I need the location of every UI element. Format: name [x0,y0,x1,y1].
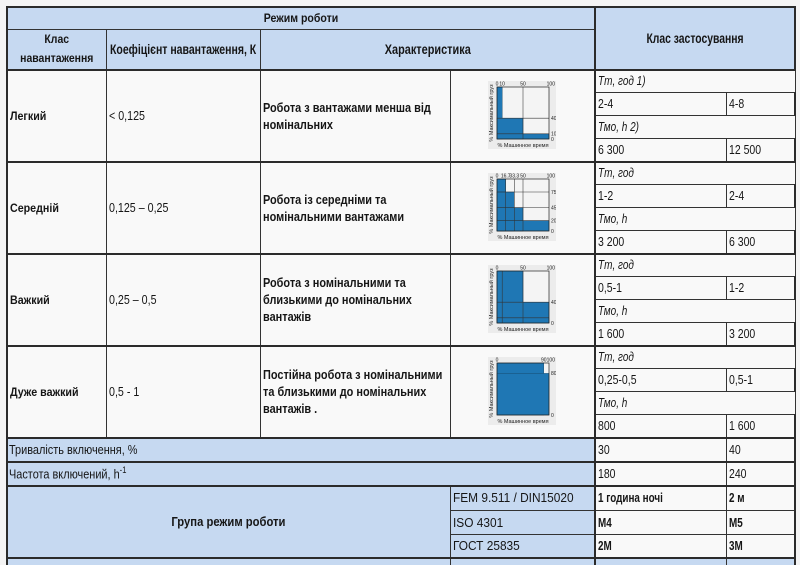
svg-text:33.3: 33.3 [510,173,520,179]
svg-text:75: 75 [551,189,556,195]
svg-text:% Машинное время: % Машинное время [498,143,549,149]
svg-text:% Максимальный груз: % Максимальный груз [488,359,495,417]
svg-text:0: 0 [551,320,554,326]
svg-text:% Машинное время: % Машинное время [498,327,549,333]
svg-text:% Максимальный груз: % Максимальный груз [488,83,495,141]
svg-text:0: 0 [496,357,499,363]
svg-text:0: 0 [551,136,554,142]
svg-text:100: 100 [547,357,556,363]
svg-text:16.7: 16.7 [501,173,511,179]
svg-text:50: 50 [520,173,526,179]
svg-text:40: 40 [551,300,556,306]
svg-text:0: 0 [496,173,499,179]
svg-text:50: 50 [520,81,526,87]
svg-text:100: 100 [547,265,556,271]
svg-text:80: 80 [551,371,556,377]
svg-text:10: 10 [500,81,506,87]
svg-text:90: 90 [541,357,547,363]
svg-text:10: 10 [551,131,556,137]
svg-text:50: 50 [520,265,526,271]
svg-text:100: 100 [547,173,556,179]
svg-text:45: 45 [551,205,556,211]
svg-text:0: 0 [496,81,499,87]
svg-text:0: 0 [551,412,554,418]
svg-text:40: 40 [551,116,556,122]
svg-text:20: 20 [551,218,556,224]
svg-text:% Максимальный груз: % Максимальный груз [488,175,495,233]
svg-text:0: 0 [551,228,554,234]
svg-text:0: 0 [496,265,499,271]
svg-text:100: 100 [547,81,556,87]
svg-text:% Машинное время: % Машинное время [498,419,549,425]
svg-text:% Машинное время: % Машинное время [498,235,549,241]
svg-text:% Максимальный груз: % Максимальный груз [488,267,495,325]
